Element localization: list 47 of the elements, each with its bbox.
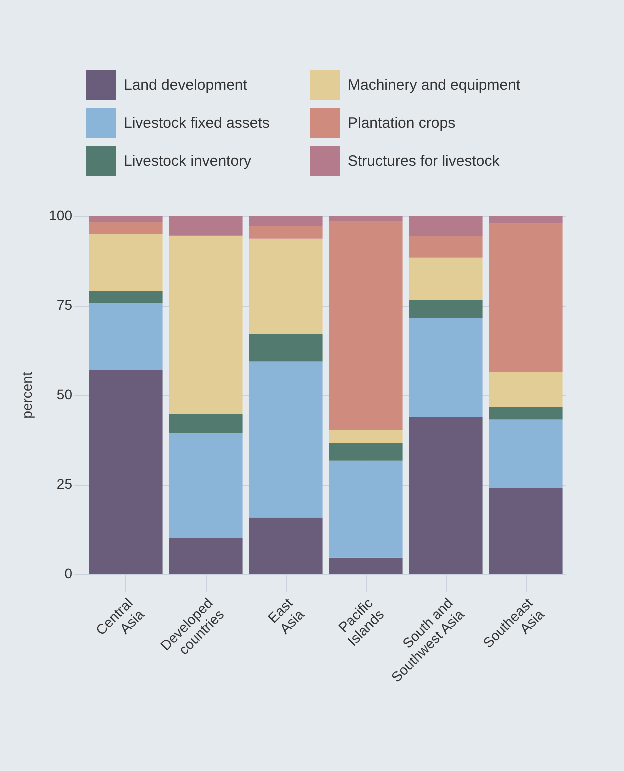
bar: [249, 334, 323, 362]
bar: [169, 216, 243, 235]
bar: [89, 234, 163, 292]
y-axis-title: percent: [19, 372, 36, 419]
legend-label: Land development: [124, 77, 248, 94]
y-tick-label: 100: [49, 208, 73, 224]
bar: [169, 236, 243, 414]
bar: [489, 372, 563, 408]
y-tick-label: 50: [56, 386, 73, 402]
bar: [89, 302, 163, 370]
legend-label: Plantation crops: [348, 115, 456, 132]
legend-label: Livestock fixed assets: [124, 115, 270, 132]
bar: [409, 417, 483, 574]
bar: [169, 432, 243, 539]
bar: [249, 238, 323, 334]
bar: [409, 236, 483, 258]
bar: [329, 216, 403, 222]
y-tick-label: 25: [56, 476, 73, 492]
bar: [169, 414, 243, 433]
bar: [89, 216, 163, 222]
legend-label: Livestock inventory: [124, 153, 252, 170]
bar: [329, 221, 403, 430]
bar: [489, 488, 563, 574]
bar: [329, 430, 403, 443]
bar: [489, 216, 563, 224]
legend-label: Machinery and equipment: [348, 77, 522, 94]
bar: [89, 292, 163, 303]
bar: [249, 216, 323, 226]
legend-label: Structures for livestock: [348, 153, 500, 170]
bar: [249, 226, 323, 239]
bar: [409, 318, 483, 418]
y-tick-label: 75: [56, 297, 73, 313]
bar: [89, 222, 163, 234]
bar: [409, 258, 483, 300]
bar: [409, 216, 483, 236]
bar: [409, 300, 483, 318]
bar: [329, 442, 403, 461]
bar: [89, 370, 163, 574]
bar: [489, 420, 563, 488]
bar: [249, 518, 323, 574]
y-tick-label: 0: [64, 566, 73, 582]
bar: [249, 362, 323, 518]
bar: [329, 558, 403, 574]
bar: [489, 408, 563, 420]
bar: [169, 538, 243, 574]
bar: [329, 460, 403, 558]
bar: [489, 224, 563, 372]
